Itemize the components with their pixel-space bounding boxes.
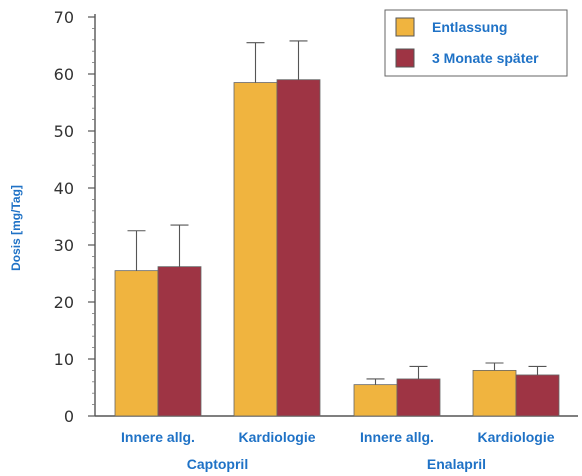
legend-label-entlassung: Entlassung (432, 19, 507, 35)
legend-label-3-monate-spaeter: 3 Monate später (432, 50, 539, 66)
bar-entlassung-1 (114, 270, 159, 417)
y-tick-label: 60 (54, 65, 74, 84)
group-label-captopril: Captopril (187, 456, 248, 472)
category-labels: Innere allg. Kardiologie Innere allg. Kardi… (121, 429, 555, 445)
y-ticks: 0 10 20 30 40 50 60 70 (54, 8, 95, 426)
bar-entlassung-3 (353, 384, 398, 417)
legend: Entlassung 3 Monate später (384, 9, 568, 77)
category-label: Innere allg. (121, 429, 195, 445)
bars (114, 40, 560, 417)
y-tick-label: 20 (54, 293, 74, 312)
bar-entlassung-4 (472, 369, 517, 417)
bar-3-monate-sp-ter-1 (157, 266, 202, 417)
bar-entlassung-2 (233, 82, 278, 417)
y-tick-label: 40 (54, 179, 74, 198)
y-tick-label: 50 (54, 122, 74, 141)
y-tick-label: 30 (54, 236, 74, 255)
legend-swatch-3-monate-spaeter (395, 48, 415, 68)
category-label: Innere allg. (360, 429, 434, 445)
y-tick-label: 0 (64, 407, 74, 426)
group-labels: Captopril Enalapril (187, 456, 486, 472)
bar-3-monate-sp-ter-4 (515, 374, 560, 417)
category-label: Kardiologie (238, 429, 315, 445)
legend-swatch-entlassung (395, 17, 415, 37)
y-axis-title: Dosis [mg/Tag] (9, 185, 23, 271)
bar-3-monate-sp-ter-3 (396, 378, 441, 417)
group-label-enalapril: Enalapril (427, 456, 486, 472)
category-label: Kardiologie (477, 429, 554, 445)
bar-3-monate-sp-ter-2 (276, 79, 321, 417)
legend-box (384, 9, 568, 77)
y-tick-label: 70 (54, 8, 74, 27)
y-tick-label: 10 (54, 350, 74, 369)
